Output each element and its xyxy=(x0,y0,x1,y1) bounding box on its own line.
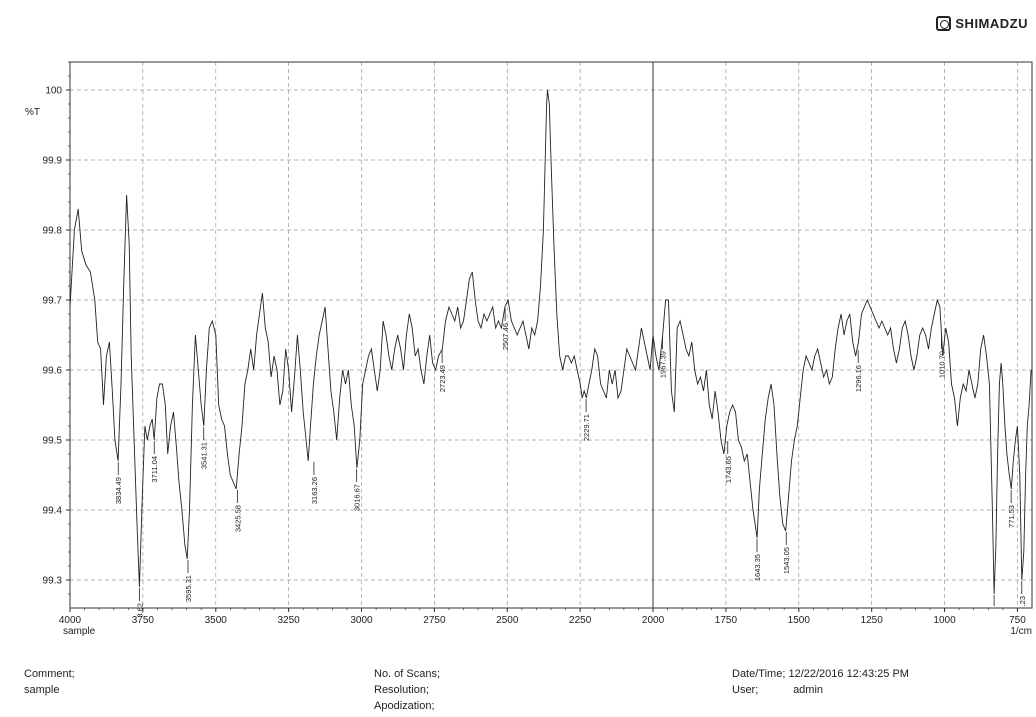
grid-lines xyxy=(69,62,1032,608)
peak-label: 3.62 xyxy=(135,603,144,618)
x-tick-label: 750 xyxy=(1009,615,1026,626)
peak-label: 3711.04 xyxy=(150,456,159,483)
x-axis-unit: 1/cm xyxy=(1010,626,1032,637)
y-tick-label: 99.5 xyxy=(43,436,63,447)
logo-text: SHIMADZU xyxy=(955,16,1028,31)
x-tick-label: 3750 xyxy=(132,615,155,626)
x-tick-label: 1750 xyxy=(715,615,738,626)
comment-value: sample xyxy=(24,684,60,696)
y-tick-label: 99.9 xyxy=(43,156,63,167)
user-label: User; xyxy=(732,684,759,696)
y-tick-label: 100 xyxy=(45,86,62,97)
shimadzu-logo-icon xyxy=(936,16,952,31)
x-tick-label: 1500 xyxy=(788,615,811,626)
y-tick-label: 99.8 xyxy=(43,226,63,237)
y-tick-label: 99.4 xyxy=(43,506,63,517)
ir-spectrum-chart: 99.3 99.4 99.5 99.6 99.7 99.8 99.9 100 4000 3750… xyxy=(25,61,1033,637)
comment-block: Comment; sample xyxy=(24,666,75,698)
y-axis: 99.3 99.4 99.5 99.6 99.7 99.8 99.9 100 xyxy=(43,61,70,595)
peak-label: .23 xyxy=(1018,596,1027,606)
x-tick-label: 3250 xyxy=(278,615,301,626)
peak-label: 3425.58 xyxy=(233,505,242,532)
measurement-info-block: Date/Time; 12/22/2016 12:43:25 PM User; … xyxy=(732,666,909,698)
peak-label: 1967.39 xyxy=(659,351,668,378)
x-tick-label: 3500 xyxy=(205,615,228,626)
y-tick-label: 99.7 xyxy=(43,296,63,307)
peak-label: 3834.49 xyxy=(114,477,123,504)
shimadzu-logo: SHIMADZU xyxy=(936,16,1028,31)
y-tick-label: 99.6 xyxy=(43,366,63,377)
y-axis-label: %T xyxy=(25,107,40,118)
comment-label: Comment; xyxy=(24,668,75,680)
scans-label: No. of Scans; xyxy=(374,668,441,680)
x-tick-label: 2250 xyxy=(569,615,592,626)
x-tick-label: 4000 xyxy=(59,615,82,626)
peak-label: 3541.31 xyxy=(200,442,209,469)
peak-label: 1010.70 xyxy=(937,351,946,378)
peak-label: 2229.71 xyxy=(582,414,591,441)
peak-markers: 3834.49 3.62 3711.04 3595.31 3541.31 3425.58 3… xyxy=(114,308,1027,618)
user-row: User; admin xyxy=(732,682,909,698)
peak-label: 1543.05 xyxy=(782,547,791,574)
peak-label: 771.53 xyxy=(1007,505,1016,528)
x-tick-label: 1000 xyxy=(933,615,956,626)
x-tick-label: 1250 xyxy=(861,615,884,626)
peak-label: 2507.46 xyxy=(501,323,510,350)
datetime-row: Date/Time; 12/22/2016 12:43:25 PM xyxy=(732,666,909,682)
x-tick-label: 2750 xyxy=(423,615,446,626)
peak-label: 1743.65 xyxy=(724,456,733,483)
scan-settings-block: No. of Scans; Resolution; Apodization; xyxy=(374,666,440,714)
apodization-label: Apodization; xyxy=(374,700,435,712)
peak-label: 3595.31 xyxy=(184,575,193,602)
y-tick-label: 99.3 xyxy=(43,576,63,587)
spectrum-line xyxy=(69,89,1032,595)
peak-label: 1643.35 xyxy=(753,554,762,581)
x-axis: 4000 3750 3500 3250 3000 2750 2500 2250 2000 1750… xyxy=(59,608,1026,626)
peak-label: 1296.16 xyxy=(854,365,863,392)
peak-label: 2723.49 xyxy=(438,365,447,392)
user-value: admin xyxy=(793,684,824,696)
x-tick-label: 3000 xyxy=(350,615,373,626)
datetime-value: 12/22/2016 12:43:25 PM xyxy=(788,668,909,680)
x-tick-label: 2000 xyxy=(642,615,665,626)
sample-label: sample xyxy=(63,626,96,637)
datetime-label: Date/Time; xyxy=(732,668,786,680)
x-tick-label: 2500 xyxy=(496,615,519,626)
peak-label: 3016.67 xyxy=(353,484,362,511)
resolution-label: Resolution; xyxy=(374,684,430,696)
peak-label: 3163.26 xyxy=(310,477,319,504)
